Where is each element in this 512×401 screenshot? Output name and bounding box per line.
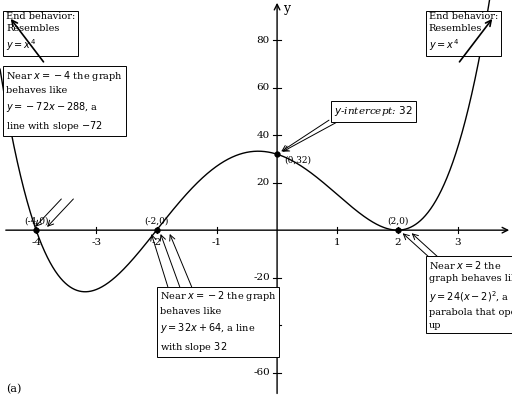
Text: 80: 80 (257, 36, 270, 45)
Text: (2,0): (2,0) (387, 217, 408, 225)
Text: End behavior:
Resembles
$y = x^4$: End behavior: Resembles $y = x^4$ (6, 12, 75, 53)
Text: Near $x = 2$ the
graph behaves like
$y = 24(x-2)^2$, a
parabola that opens
up: Near $x = 2$ the graph behaves like $y =… (429, 259, 512, 330)
Text: (-2,0): (-2,0) (144, 217, 169, 225)
Text: 20: 20 (257, 178, 270, 187)
Text: $y$-intercept: $32$: $y$-intercept: $32$ (334, 104, 413, 118)
Text: -40: -40 (253, 320, 270, 330)
Text: 60: 60 (257, 83, 270, 92)
Text: -20: -20 (253, 273, 270, 282)
Text: 40: 40 (257, 131, 270, 140)
Text: -4: -4 (31, 239, 41, 247)
Text: End behavior:
Resembles
$y = x^4$: End behavior: Resembles $y = x^4$ (429, 12, 498, 53)
Text: 1: 1 (334, 239, 340, 247)
Text: 3: 3 (455, 239, 461, 247)
Text: Near $x = -2$ the graph
behaves like
$y = 32x+64$, a line
with slope $32$: Near $x = -2$ the graph behaves like $y … (160, 290, 276, 354)
Text: -60: -60 (253, 368, 270, 377)
Text: (-4,0): (-4,0) (24, 217, 49, 225)
Text: Near $x = -4$ the graph
behaves like
$y = -72x-288$, a
line with slope $-72$: Near $x = -4$ the graph behaves like $y … (6, 69, 123, 133)
Text: (0,32): (0,32) (284, 156, 311, 164)
Text: y: y (283, 2, 290, 15)
Text: -1: -1 (212, 239, 222, 247)
Text: -2: -2 (152, 239, 162, 247)
Text: (a): (a) (6, 384, 22, 394)
Text: 2: 2 (394, 239, 401, 247)
Text: -3: -3 (91, 239, 101, 247)
